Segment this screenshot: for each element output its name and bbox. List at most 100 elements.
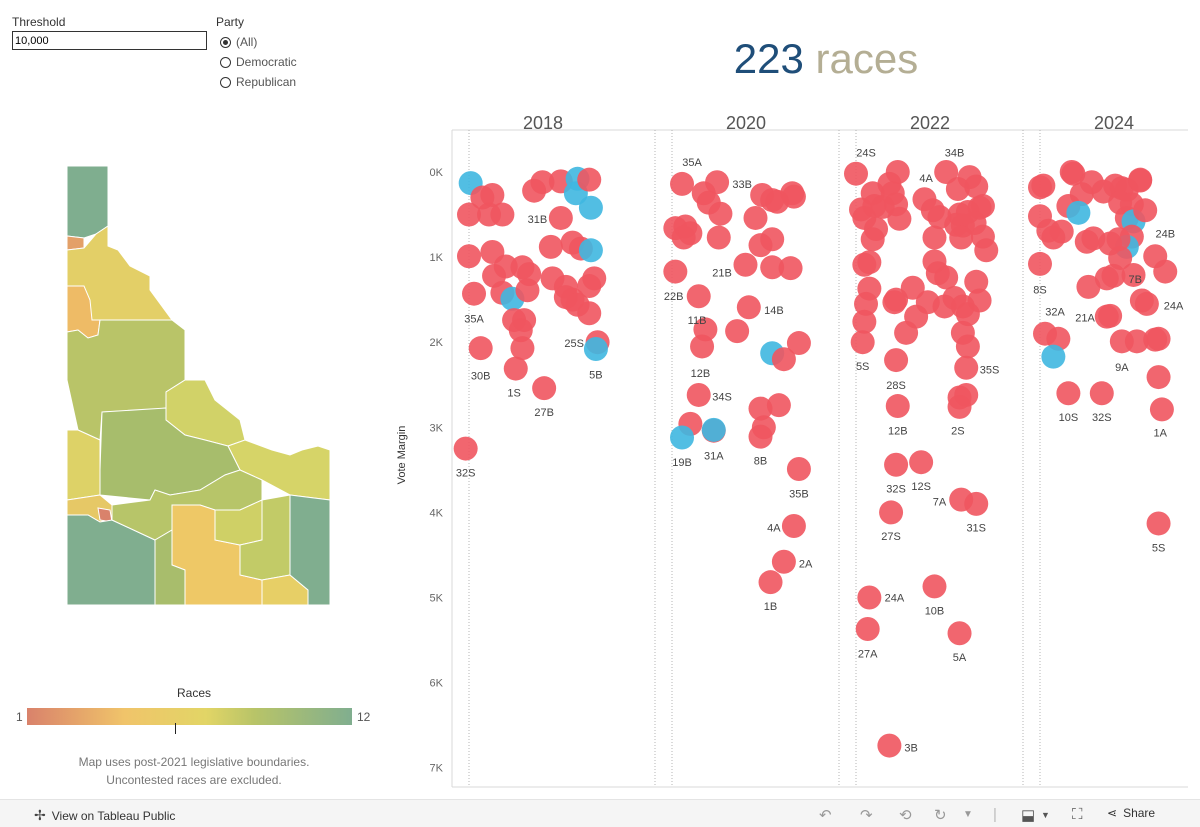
republican-race-point[interactable]	[1153, 259, 1178, 284]
republican-race-point[interactable]	[577, 167, 602, 192]
republican-race-point[interactable]	[1128, 167, 1153, 192]
republican-race-point[interactable]	[964, 174, 989, 199]
republican-race-point[interactable]	[864, 217, 889, 242]
republican-race-point[interactable]	[706, 225, 731, 250]
democratic-race-point[interactable]	[701, 417, 726, 442]
republican-race-point[interactable]	[781, 514, 806, 539]
republican-race-point[interactable]	[1134, 291, 1159, 316]
republican-race-point[interactable]	[778, 256, 803, 281]
republican-race-point[interactable]	[786, 331, 811, 356]
republican-race-point[interactable]	[577, 274, 602, 299]
republican-race-point[interactable]	[743, 205, 768, 230]
republican-race-point[interactable]	[670, 171, 695, 196]
redo-icon[interactable]: ↷	[860, 807, 873, 824]
republican-race-point[interactable]	[1101, 263, 1126, 288]
republican-race-point[interactable]	[844, 161, 868, 186]
refresh-icon[interactable]: ↻	[934, 807, 947, 824]
republican-race-point[interactable]	[468, 336, 493, 361]
republican-race-point[interactable]	[879, 500, 904, 525]
republican-race-point[interactable]	[852, 309, 877, 334]
republican-race-point[interactable]	[457, 202, 481, 227]
republican-race-point[interactable]	[934, 265, 959, 290]
republican-race-point[interactable]	[850, 330, 875, 355]
republican-race-point[interactable]	[884, 348, 909, 373]
republican-race-point[interactable]	[786, 456, 811, 481]
republican-race-point[interactable]	[885, 394, 910, 419]
republican-race-point[interactable]	[708, 201, 733, 226]
republican-race-point[interactable]	[974, 238, 999, 263]
republican-race-point[interactable]	[453, 436, 478, 461]
republican-race-point[interactable]	[532, 376, 557, 401]
share-button[interactable]: ⋖ Share	[1107, 806, 1155, 820]
republican-race-point[interactable]	[548, 205, 573, 230]
map-district[interactable]	[66, 429, 101, 501]
republican-race-point[interactable]	[857, 250, 882, 275]
undo-icon[interactable]: ↶	[819, 807, 832, 824]
map-district[interactable]	[154, 529, 186, 606]
republican-race-point[interactable]	[760, 255, 785, 280]
democratic-race-point[interactable]	[670, 425, 695, 450]
republican-race-point[interactable]	[771, 347, 796, 372]
republican-race-point[interactable]	[686, 382, 711, 407]
republican-race-point[interactable]	[538, 234, 563, 259]
republican-race-point[interactable]	[854, 291, 879, 316]
idaho-map[interactable]	[0, 0, 400, 640]
republican-race-point[interactable]	[530, 170, 555, 195]
republican-race-point[interactable]	[1124, 329, 1149, 354]
democratic-race-point[interactable]	[583, 337, 608, 362]
republican-race-point[interactable]	[1028, 251, 1052, 276]
republican-race-point[interactable]	[480, 182, 505, 207]
republican-race-point[interactable]	[686, 284, 711, 309]
republican-race-point[interactable]	[748, 424, 773, 449]
republican-race-point[interactable]	[748, 396, 773, 421]
republican-race-point[interactable]	[855, 616, 880, 641]
republican-race-point[interactable]	[947, 621, 972, 646]
democratic-race-point[interactable]	[578, 195, 603, 220]
republican-race-point[interactable]	[1133, 198, 1158, 223]
republican-race-point[interactable]	[857, 585, 882, 610]
republican-race-point[interactable]	[1106, 227, 1131, 252]
republican-race-point[interactable]	[705, 170, 730, 195]
party-option-all[interactable]: (All)	[220, 35, 257, 49]
republican-race-point[interactable]	[900, 275, 925, 300]
republican-race-point[interactable]	[678, 221, 703, 246]
republican-race-point[interactable]	[490, 202, 515, 227]
republican-race-point[interactable]	[1031, 173, 1056, 198]
republican-race-point[interactable]	[967, 288, 992, 313]
republican-race-point[interactable]	[1056, 381, 1081, 406]
republican-race-point[interactable]	[760, 227, 785, 252]
republican-race-point[interactable]	[949, 225, 974, 250]
republican-race-point[interactable]	[877, 733, 902, 758]
republican-race-point[interactable]	[733, 252, 758, 277]
republican-race-point[interactable]	[1049, 219, 1074, 244]
republican-race-point[interactable]	[663, 259, 688, 284]
democratic-race-point[interactable]	[578, 238, 603, 263]
chevron-down-icon[interactable]: ▼	[1041, 810, 1050, 820]
view-on-tableau-link[interactable]: ✢ View on Tableau Public	[34, 807, 175, 824]
republican-race-point[interactable]	[922, 574, 947, 599]
republican-race-point[interactable]	[887, 206, 912, 231]
republican-race-point[interactable]	[964, 269, 989, 294]
republican-race-point[interactable]	[515, 278, 540, 303]
republican-race-point[interactable]	[771, 549, 796, 574]
republican-race-point[interactable]	[1098, 303, 1123, 328]
republican-race-point[interactable]	[955, 334, 980, 359]
republican-race-point[interactable]	[947, 394, 972, 419]
republican-race-point[interactable]	[577, 301, 602, 326]
republican-race-point[interactable]	[922, 225, 947, 250]
republican-race-point[interactable]	[1061, 161, 1086, 186]
republican-race-point[interactable]	[882, 290, 907, 315]
republican-race-point[interactable]	[510, 336, 535, 361]
republican-race-point[interactable]	[884, 452, 909, 477]
republican-race-point[interactable]	[1076, 274, 1101, 299]
revert-icon[interactable]: ⟲	[899, 807, 912, 824]
republican-race-point[interactable]	[1146, 365, 1171, 390]
republican-race-point[interactable]	[503, 356, 528, 381]
party-option-republican[interactable]: Republican	[220, 75, 296, 89]
threshold-input[interactable]	[12, 31, 207, 50]
republican-race-point[interactable]	[758, 570, 783, 595]
republican-race-point[interactable]	[457, 244, 481, 269]
map-district[interactable]	[289, 494, 331, 606]
republican-race-point[interactable]	[462, 281, 487, 306]
fullscreen-icon[interactable]: ⛶	[1072, 806, 1083, 823]
